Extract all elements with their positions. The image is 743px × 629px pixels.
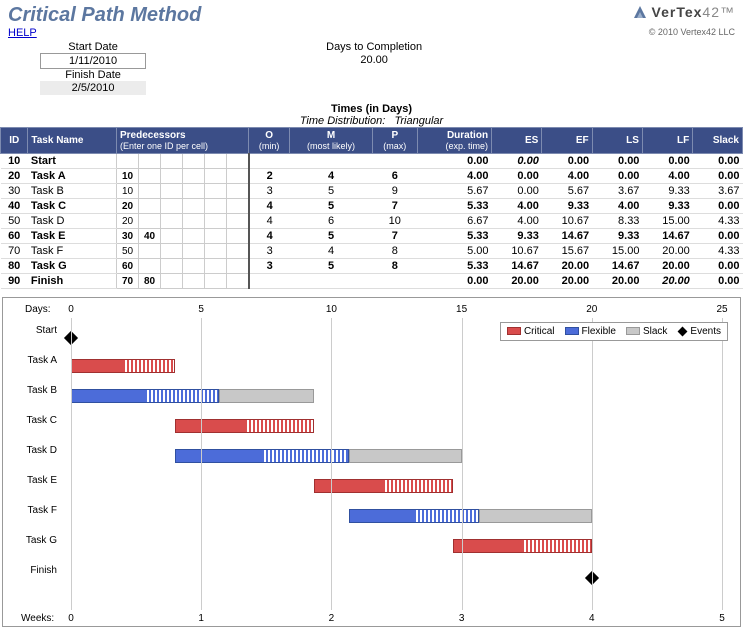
- col-id: ID: [1, 128, 28, 154]
- x-tick-top: 25: [716, 304, 727, 315]
- task-bar: [175, 449, 262, 463]
- task-bar-tail: [522, 539, 591, 553]
- chart-row-label: Task F: [11, 505, 57, 516]
- col-dur: Duration(exp. time): [417, 128, 491, 154]
- table-row: 40Task C204575.334.009.334.009.330.00: [1, 199, 743, 214]
- col-m: M(most likely): [290, 128, 373, 154]
- table-row: 30Task B103595.670.005.673.679.333.67: [1, 184, 743, 199]
- col-o: O(min): [249, 128, 290, 154]
- x-tick-top: 15: [456, 304, 467, 315]
- x-tick-top: 20: [586, 304, 597, 315]
- days-completion-value: 20.00: [326, 53, 422, 67]
- task-bar-tail: [414, 509, 479, 523]
- chart-row-label: Task A: [11, 355, 57, 366]
- chart-legend: Critical Flexible Slack Events: [500, 322, 728, 341]
- gridline: [201, 318, 202, 610]
- col-pred: Predecessors(Enter one ID per cell): [117, 128, 249, 154]
- vertex42-logo: VerTex42™: [632, 4, 735, 20]
- x-tick-top: 10: [326, 304, 337, 315]
- x-tick-top: 5: [198, 304, 204, 315]
- chart-row-label: Task E: [11, 475, 57, 486]
- x-tick-bot: 3: [459, 613, 465, 624]
- table-row: 20Task A102464.000.004.000.004.000.00: [1, 169, 743, 184]
- times-distribution: Time Distribution: Triangular: [0, 115, 743, 127]
- times-title: Times (in Days): [0, 103, 743, 115]
- task-bar-tail: [145, 389, 219, 403]
- help-link[interactable]: HELP: [0, 27, 37, 39]
- x-axis-days-label: Days:: [25, 304, 51, 315]
- table-row: 50Task D2046106.674.0010.678.3315.004.33: [1, 214, 743, 229]
- x-tick-bot: 1: [198, 613, 204, 624]
- col-es: ES: [492, 128, 542, 154]
- task-bar-tail: [262, 449, 349, 463]
- start-date-value[interactable]: 1/11/2010: [40, 53, 146, 69]
- table-row: 70Task F503485.0010.6715.6715.0020.004.3…: [1, 244, 743, 259]
- x-tick-bot: 4: [589, 613, 595, 624]
- chart-row-label: Task D: [11, 445, 57, 456]
- gridline: [71, 318, 72, 610]
- gantt-chart: Critical Flexible Slack Events Days: Week…: [2, 297, 741, 627]
- col-ef: EF: [542, 128, 592, 154]
- cpm-table: ID Task Name Predecessors(Enter one ID p…: [0, 127, 743, 289]
- chart-row-label: Task B: [11, 385, 57, 396]
- table-row: 90Finish70800.0020.0020.0020.0020.000.00: [1, 274, 743, 289]
- task-bar: [453, 539, 522, 553]
- finish-date-value: 2/5/2010: [40, 81, 146, 95]
- col-lf: LF: [642, 128, 692, 154]
- slack-bar: [479, 509, 592, 523]
- gridline: [331, 318, 332, 610]
- slack-bar: [349, 449, 462, 463]
- gridline: [462, 318, 463, 610]
- col-slack: Slack: [693, 128, 743, 154]
- chart-row-label: Task C: [11, 415, 57, 426]
- chart-row-label: Finish: [11, 565, 57, 576]
- x-tick-bot: 2: [329, 613, 335, 624]
- task-bar: [71, 359, 123, 373]
- task-bar: [349, 509, 414, 523]
- slack-bar: [219, 389, 315, 403]
- x-axis-weeks-label: Weeks:: [21, 613, 54, 624]
- x-tick-top: 0: [68, 304, 74, 315]
- task-bar-tail: [245, 419, 314, 433]
- task-bar-tail: [383, 479, 452, 493]
- chart-row-label: Start: [11, 325, 57, 336]
- table-row: 80Task G603585.3314.6720.0014.6720.000.0…: [1, 259, 743, 274]
- col-ls: LS: [592, 128, 642, 154]
- task-bar: [314, 479, 383, 493]
- gridline: [592, 318, 593, 610]
- x-tick-bot: 0: [68, 613, 74, 624]
- x-tick-bot: 5: [719, 613, 725, 624]
- page-title: Critical Path Method: [8, 4, 201, 27]
- start-date-label: Start Date: [40, 41, 146, 53]
- table-row: 10Start0.000.000.000.000.000.00: [1, 154, 743, 169]
- chart-row-label: Task G: [11, 535, 57, 546]
- finish-date-label: Finish Date: [40, 69, 146, 81]
- col-task: Task Name: [28, 128, 117, 154]
- gridline: [722, 318, 723, 610]
- task-bar-tail: [123, 359, 175, 373]
- table-row: 60Task E30404575.339.3314.679.3314.670.0…: [1, 229, 743, 244]
- copyright-text: © 2010 Vertex42 LLC: [649, 27, 743, 37]
- col-p: P(max): [372, 128, 417, 154]
- task-bar: [71, 389, 145, 403]
- task-bar: [175, 419, 244, 433]
- days-completion-label: Days to Completion: [326, 41, 422, 53]
